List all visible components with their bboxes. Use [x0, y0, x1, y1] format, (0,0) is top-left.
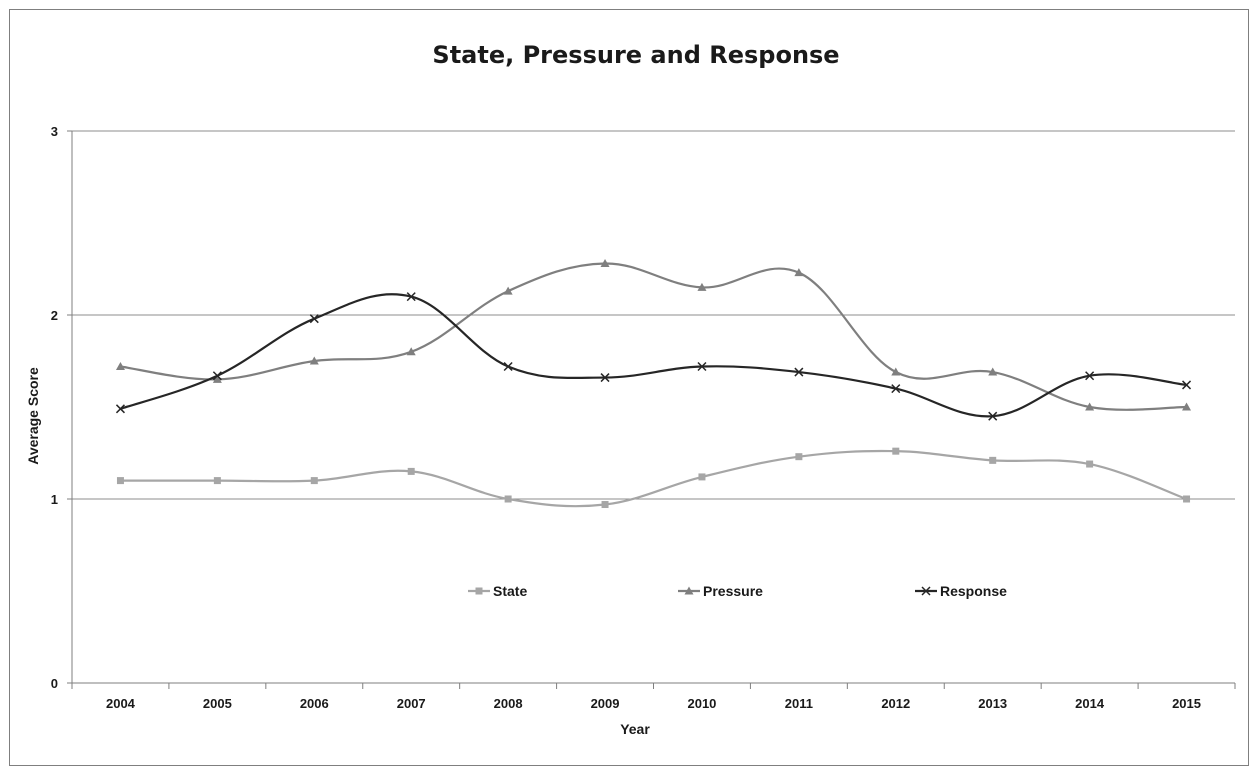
response-point-2006 — [309, 314, 319, 324]
x-tick-label-2009: 2009 — [591, 696, 620, 711]
legend-item-response: Response — [915, 583, 1007, 599]
state-point-2015 — [1183, 495, 1191, 503]
state-point-2009 — [601, 501, 609, 509]
state-point-2014 — [1086, 460, 1094, 468]
pressure-point-2008 — [503, 286, 513, 295]
legend-marker-response — [921, 586, 931, 596]
x-tick-label-2004: 2004 — [106, 696, 136, 711]
response-point-2012 — [891, 384, 901, 394]
response-point-2015 — [1182, 380, 1192, 390]
pressure-point-2009 — [600, 258, 610, 267]
x-tick-label-2006: 2006 — [300, 696, 329, 711]
x-tick-label-2005: 2005 — [203, 696, 232, 711]
legend-label-pressure: Pressure — [703, 583, 763, 599]
state-point-2011 — [795, 453, 803, 461]
series-line-state — [120, 449, 1187, 508]
state-point-2004 — [116, 477, 124, 485]
state-point-2006 — [310, 477, 318, 485]
y-tick-labels: 0 1 2 3 — [51, 124, 58, 691]
y-tick-label-2: 2 — [51, 308, 58, 323]
series-line-response — [120, 293, 1187, 418]
x-tick-label-2012: 2012 — [881, 696, 910, 711]
legend: State Pressure Response — [468, 583, 1007, 599]
response-point-2005 — [212, 371, 222, 381]
gridlines — [72, 130, 1235, 500]
x-axis-title: Year — [620, 721, 650, 737]
chart-title: State, Pressure and Response — [432, 41, 839, 69]
series-layer — [115, 258, 1192, 509]
state-point-2010 — [698, 473, 706, 481]
pressure-point-2011 — [794, 268, 804, 277]
pressure-point-2005 — [212, 374, 222, 383]
x-tick-label-2007: 2007 — [397, 696, 426, 711]
state-point-2012 — [892, 447, 900, 455]
y-axis-title: Average Score — [25, 367, 41, 465]
pressure-point-2015 — [1182, 402, 1192, 411]
x-tick-labels: 2004 2005 2006 2007 2008 2009 2010 2011 2012 2013… — [106, 696, 1201, 711]
axes — [67, 130, 1236, 689]
legend-marker-state — [475, 587, 483, 595]
state-point-2013 — [989, 456, 997, 464]
x-tick-label-2015: 2015 — [1172, 696, 1201, 711]
series-response — [115, 292, 1192, 421]
x-tick-label-2008: 2008 — [494, 696, 523, 711]
response-point-2011 — [794, 367, 804, 377]
legend-marker-pressure — [684, 586, 694, 595]
pressure-point-2010 — [697, 282, 707, 291]
state-point-2008 — [504, 495, 512, 503]
x-tick-label-2014: 2014 — [1075, 696, 1105, 711]
pressure-point-2012 — [891, 367, 901, 376]
pressure-point-2006 — [309, 356, 319, 365]
series-pressure — [115, 258, 1192, 411]
x-tick-label-2013: 2013 — [978, 696, 1007, 711]
state-point-2007 — [407, 467, 415, 475]
legend-item-pressure: Pressure — [678, 583, 763, 599]
y-tick-label-3: 3 — [51, 124, 58, 139]
x-tick-label-2011: 2011 — [785, 696, 813, 711]
response-point-2004 — [115, 404, 125, 414]
x-tick-label-2010: 2010 — [687, 696, 716, 711]
legend-item-state: State — [468, 583, 527, 599]
pressure-point-2007 — [406, 347, 416, 356]
response-point-2010 — [697, 361, 707, 372]
legend-label-response: Response — [940, 583, 1007, 599]
response-point-2007 — [406, 292, 416, 302]
legend-label-state: State — [493, 583, 527, 599]
series-state — [116, 447, 1191, 509]
pressure-point-2004 — [115, 362, 125, 371]
response-point-2013 — [988, 411, 998, 421]
response-point-2008 — [503, 361, 513, 372]
state-point-2005 — [213, 477, 221, 485]
response-point-2014 — [1085, 371, 1095, 381]
y-tick-label-0: 0 — [51, 676, 58, 691]
response-point-2009 — [600, 373, 610, 383]
y-tick-label-1: 1 — [51, 492, 58, 507]
pressure-point-2013 — [988, 367, 998, 376]
pressure-point-2014 — [1085, 402, 1095, 411]
